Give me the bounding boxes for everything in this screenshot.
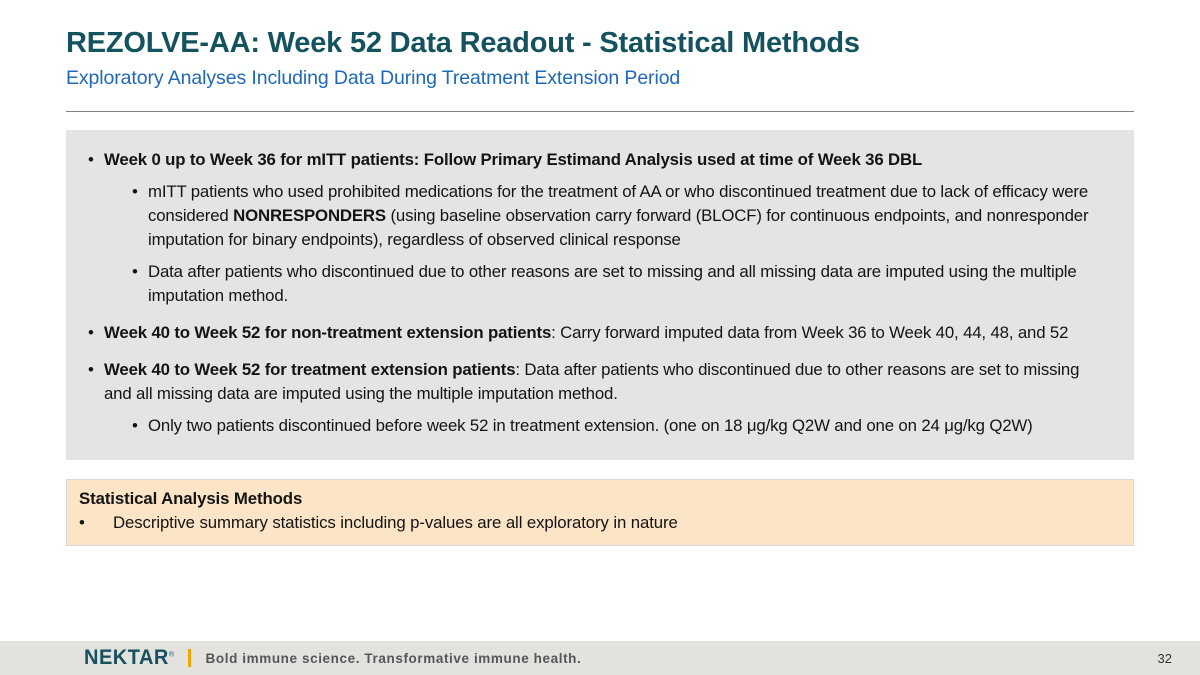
footer-tagline: Bold immune science. Transformative immu… bbox=[205, 650, 582, 666]
callout-bullet-text: Descriptive summary statistics including… bbox=[113, 513, 678, 533]
bullet-text: Week 0 up to Week 36 for mITT patients: … bbox=[104, 150, 923, 170]
bullet-item: • Week 40 to Week 52 for non-treatment ex… bbox=[88, 321, 1100, 345]
page-subtitle: Exploratory Analyses Including Data Duri… bbox=[66, 67, 681, 90]
bullet-marker: • bbox=[88, 323, 94, 343]
page-number: 32 bbox=[1157, 650, 1172, 666]
callout-title: Statistical Analysis Methods bbox=[79, 489, 303, 509]
registered-mark: ® bbox=[168, 650, 175, 658]
bullet-text: mITT patients who used prohibited medica… bbox=[148, 182, 1089, 250]
bullet-text: Week 40 to Week 52 for non-treatment ext… bbox=[104, 323, 1069, 343]
callout-bullet: • Descriptive summary statistics includi… bbox=[79, 511, 1117, 535]
bullet-item: • Week 40 to Week 52 for treatment extens… bbox=[88, 358, 1100, 406]
header-divider bbox=[66, 111, 1134, 113]
bullet-item: • Only two patients discontinued before w… bbox=[88, 414, 1100, 438]
bullet-marker: • bbox=[132, 182, 138, 202]
bullet-item: • mITT patients who used prohibited medic… bbox=[88, 180, 1100, 252]
footer: NEKTAR® Bold immune science. Transformat… bbox=[0, 641, 1200, 675]
bullet-marker: • bbox=[88, 360, 94, 380]
bullet-marker: • bbox=[132, 262, 138, 282]
nektar-logo: NEKTAR® bbox=[84, 646, 175, 670]
slide-content: REZOLVE-AA: Week 52 Data Readout - Stati… bbox=[66, 0, 1134, 547]
bullet-marker: • bbox=[79, 513, 85, 533]
bullet-list: • Week 0 up to Week 36 for mITT patients:… bbox=[88, 148, 1100, 438]
bullet-item: • Data after patients who discontinued du… bbox=[88, 260, 1100, 308]
bullet-text: Data after patients who discontinued due… bbox=[148, 262, 1077, 306]
bullet-text: Week 40 to Week 52 for treatment extensi… bbox=[104, 360, 1080, 404]
statistical-analysis-callout: Statistical Analysis Methods • Descripti… bbox=[66, 479, 1134, 547]
bullet-marker: • bbox=[132, 416, 138, 436]
footer-accent-bar bbox=[187, 649, 191, 667]
bullet-item: • Week 0 up to Week 36 for mITT patients:… bbox=[88, 148, 1100, 172]
page-title: REZOLVE-AA: Week 52 Data Readout - Stati… bbox=[66, 27, 860, 59]
bullet-text: Only two patients discontinued before we… bbox=[148, 416, 1033, 436]
methods-panel: • Week 0 up to Week 36 for mITT patients:… bbox=[66, 130, 1134, 461]
bullet-marker: • bbox=[88, 150, 94, 170]
logo-text: NEKTAR bbox=[84, 646, 169, 669]
